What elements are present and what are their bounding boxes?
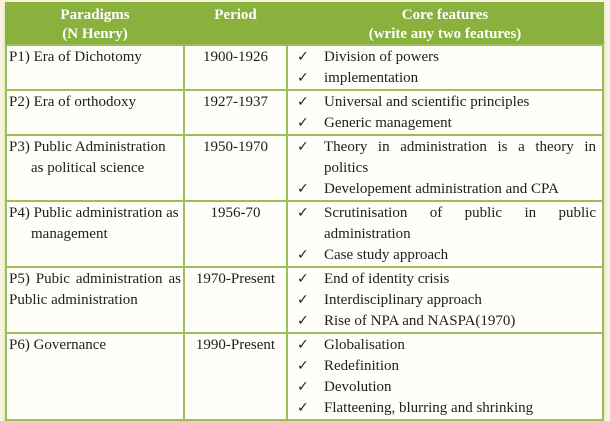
check-icon: ✓ — [297, 292, 309, 308]
col-header-paradigms-line1: Paradigms — [60, 7, 130, 23]
table-row: P5) Pubic administration as Public admin… — [5, 266, 604, 334]
check-icon: ✓ — [297, 205, 309, 221]
table-header: Paradigms (N Henry) Period Core features… — [5, 2, 604, 46]
check-icon: ✓ — [297, 400, 309, 416]
feature-text: implementation — [324, 70, 419, 86]
feature-text: Globalisation — [324, 337, 405, 353]
col-header-core-line1: Core features — [401, 7, 489, 23]
paradigm-label: P6) Governance — [9, 337, 107, 353]
paradigm-label: P5) Pubic administration as Public admin… — [9, 271, 181, 308]
check-icon: ✓ — [297, 139, 309, 155]
paradigms-table-container: Paradigms (N Henry) Period Core features… — [5, 2, 604, 421]
features-cell: ✓ End of identity crisis ✓ Interdisciplinar… — [286, 266, 604, 334]
check-icon: ✓ — [297, 115, 309, 131]
check-icon: ✓ — [297, 247, 309, 263]
check-icon: ✓ — [297, 49, 309, 65]
paradigm-cell: P2) Era of orthodoxy — [5, 89, 185, 136]
table-row: P1) Era of Dichotomy 1900-1926 ✓ Division… — [5, 44, 604, 91]
feature-text: Scrutinisation of public in public admin… — [324, 205, 596, 242]
col-header-core-line2: (write any two features) — [368, 26, 522, 42]
table-body: P1) Era of Dichotomy 1900-1926 ✓ Division… — [5, 44, 604, 421]
feature-text: Case study approach — [324, 247, 449, 263]
features-cell: ✓ Universal and scientific principles ✓ Gen… — [286, 89, 604, 136]
feature-text: Division of powers — [324, 49, 439, 65]
feature-item: ✓ Scrutinisation of public in public admi… — [288, 203, 602, 245]
feature-text: Generic management — [324, 115, 452, 131]
feature-text: Theory in administration is a theory in … — [324, 139, 596, 176]
feature-item: ✓ Devolution — [288, 377, 602, 398]
col-header-paradigms-line2: (N Henry) — [62, 26, 128, 42]
feature-text: Rise of NPA and NASPA(1970) — [324, 313, 516, 329]
features-cell: ✓ Globalisation ✓ Redefinition ✓ Devolution ✓ F… — [286, 332, 604, 421]
features-cell: ✓ Scrutinisation of public in public admi… — [286, 200, 604, 268]
feature-text: Devolution — [324, 379, 392, 395]
paradigm-cell: P5) Pubic administration as Public admin… — [5, 266, 185, 334]
check-icon: ✓ — [297, 94, 309, 110]
feature-text: Developement administration and CPA — [324, 181, 559, 197]
feature-text: Redefinition — [324, 358, 399, 374]
feature-item: ✓ Rise of NPA and NASPA(1970) — [288, 311, 602, 332]
feature-item: ✓ Case study approach — [288, 245, 602, 266]
period-cell: 1900-1926 — [183, 44, 288, 91]
check-icon: ✓ — [297, 337, 309, 353]
feature-item: ✓ Universal and scientific principles — [288, 92, 602, 113]
paradigm-label: P3) Public Administration as political s… — [9, 139, 166, 176]
period-cell: 1956-70 — [183, 200, 288, 268]
col-header-period: Period — [183, 2, 288, 46]
feature-item: ✓ Developement administration and CPA — [288, 179, 602, 200]
check-icon: ✓ — [297, 358, 309, 374]
header-row: Paradigms (N Henry) Period Core features… — [5, 2, 604, 46]
paradigm-cell: P1) Era of Dichotomy — [5, 44, 185, 91]
feature-item: ✓ Theory in administration is a theory in… — [288, 137, 602, 179]
paradigm-label: P1) Era of Dichotomy — [9, 49, 142, 65]
paradigm-cell: P6) Governance — [5, 332, 185, 421]
check-icon: ✓ — [297, 271, 309, 287]
col-header-paradigms: Paradigms (N Henry) — [5, 2, 185, 46]
feature-item: ✓ Generic management — [288, 113, 602, 134]
feature-item: ✓ Division of powers — [288, 47, 602, 68]
feature-item: ✓ Flatteening, blurring and shrinking — [288, 398, 602, 419]
period-cell: 1970-Present — [183, 266, 288, 334]
paradigm-cell: P3) Public Administration as political s… — [5, 134, 185, 202]
paradigm-cell: P4) Public administration as management — [5, 200, 185, 268]
feature-item: ✓ implementation — [288, 68, 602, 89]
period-cell: 1950-1970 — [183, 134, 288, 202]
feature-text: Universal and scientific principles — [324, 94, 530, 110]
feature-text: Interdisciplinary approach — [324, 292, 482, 308]
feature-item: ✓ Interdisciplinary approach — [288, 290, 602, 311]
paradigms-table: Paradigms (N Henry) Period Core features… — [5, 2, 604, 421]
paradigm-label: P2) Era of orthodoxy — [9, 94, 137, 110]
features-cell: ✓ Division of powers ✓ implementation — [286, 44, 604, 91]
col-header-core-features: Core features (write any two features) — [286, 2, 604, 46]
check-icon: ✓ — [297, 181, 309, 197]
feature-text: End of identity crisis — [324, 271, 450, 287]
table-row: P4) Public administration as management … — [5, 200, 604, 268]
feature-item: ✓ End of identity crisis — [288, 269, 602, 290]
period-cell: 1990-Present — [183, 332, 288, 421]
feature-item: ✓ Redefinition — [288, 356, 602, 377]
table-row: P2) Era of orthodoxy 1927-1937 ✓ Universa… — [5, 89, 604, 136]
features-cell: ✓ Theory in administration is a theory in… — [286, 134, 604, 202]
col-header-period-label: Period — [214, 7, 257, 23]
paradigm-label: P4) Public administration as management — [9, 205, 179, 242]
table-row: P3) Public Administration as political s… — [5, 134, 604, 202]
check-icon: ✓ — [297, 379, 309, 395]
feature-item: ✓ Globalisation — [288, 335, 602, 356]
check-icon: ✓ — [297, 70, 309, 86]
period-cell: 1927-1937 — [183, 89, 288, 136]
feature-text: Flatteening, blurring and shrinking — [324, 400, 534, 416]
table-row: P6) Governance 1990-Present ✓ Globalisati… — [5, 332, 604, 421]
check-icon: ✓ — [297, 313, 309, 329]
